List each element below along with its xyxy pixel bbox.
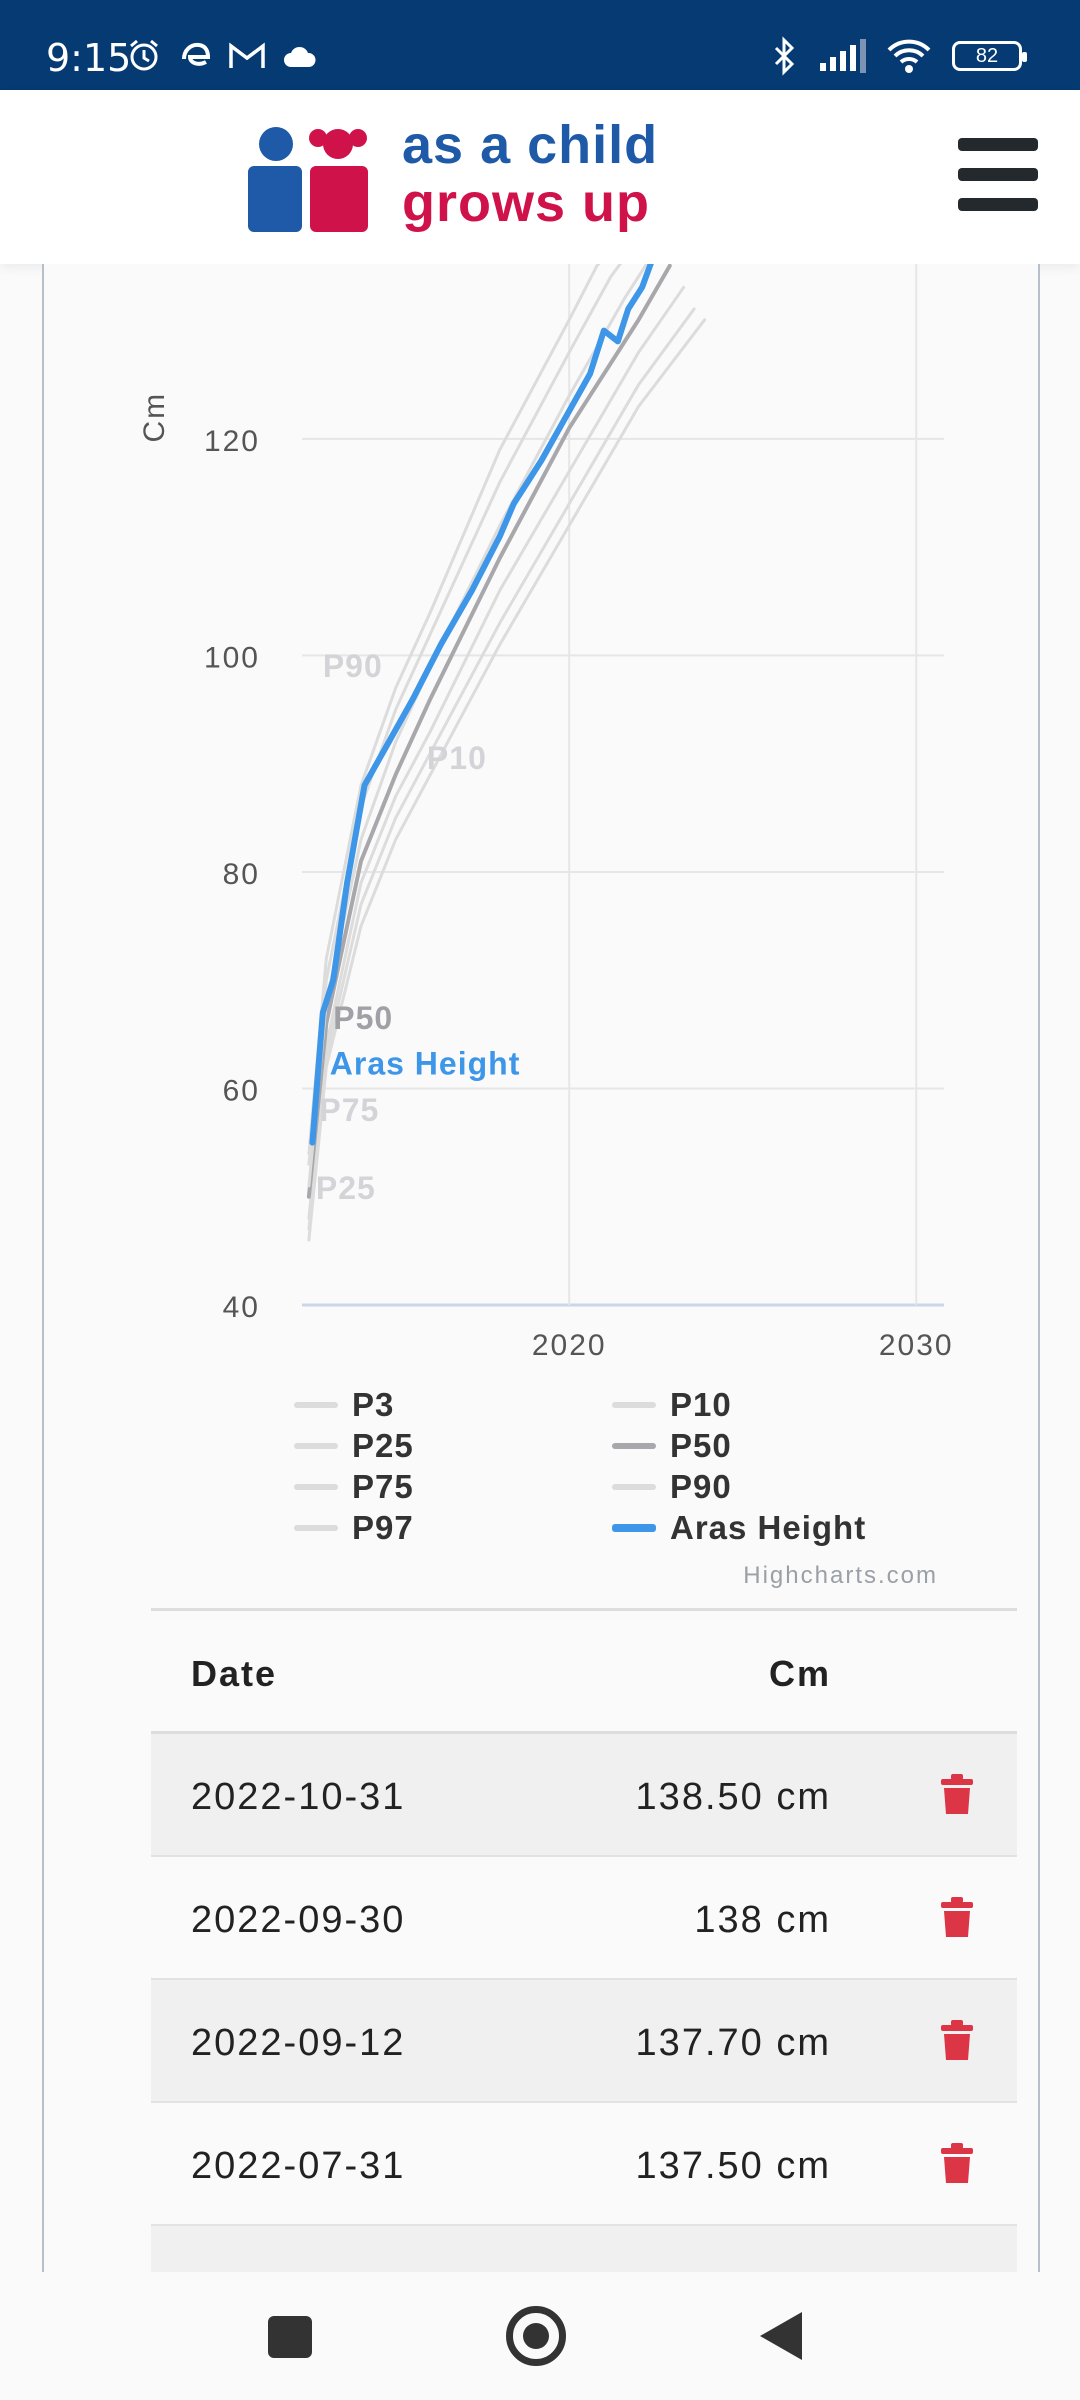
table-row: 2022-09-30 138 cm <box>151 1857 1017 1980</box>
trash-icon[interactable] <box>939 1774 975 1816</box>
y-tick-label: 40 <box>223 1291 260 1324</box>
row-cm: 138 cm <box>694 1899 831 1941</box>
chart-series <box>306 264 707 1242</box>
series-line-p10 <box>307 307 696 1231</box>
row-date: 2022-07-31 <box>191 2145 406 2187</box>
legend-label: P25 <box>352 1427 414 1464</box>
row-date: 2022-10-31 <box>191 1776 406 1818</box>
legend-swatch <box>294 1402 338 1408</box>
trash-icon[interactable] <box>939 2020 975 2062</box>
legend-swatch <box>612 1484 656 1490</box>
chart-line-labels: P90 P10 P50 Aras Height P75 P25 <box>316 648 521 1206</box>
edge-icon <box>182 42 211 66</box>
legend-item[interactable]: Aras Height <box>612 1509 866 1547</box>
trash-icon[interactable] <box>939 2143 975 2185</box>
legend-item[interactable]: P75 <box>294 1468 414 1506</box>
chart-axes: 40 60 80 100 120 2020 2030 Cm <box>138 392 954 1362</box>
legend-swatch <box>294 1443 338 1449</box>
legend-label: P90 <box>670 1468 732 1505</box>
legend-item[interactable]: P3 <box>294 1386 394 1424</box>
line-label-p10: P10 <box>427 740 487 776</box>
y-tick-label: 80 <box>223 858 260 891</box>
recents-icon[interactable] <box>268 2316 312 2358</box>
system-nav-bar <box>0 2272 1080 2400</box>
growth-chart: P90 P10 P50 Aras Height P75 P25 40 60 80 100 120 2… <box>138 264 954 1362</box>
row-date: 2022-09-12 <box>191 2022 406 2064</box>
table-header: Date Cm <box>151 1608 1017 1734</box>
line-label-p75: P75 <box>319 1092 379 1128</box>
legend-label: P75 <box>352 1468 414 1505</box>
row-cm: 138.50 cm <box>635 1776 831 1818</box>
logo-line-1: as a child <box>402 115 659 175</box>
column-header-date: Date <box>191 1653 278 1694</box>
logo-figures[interactable] <box>246 124 370 234</box>
y-tick-label: 120 <box>204 425 260 458</box>
y-axis-label: Cm <box>138 392 171 443</box>
y-tick-label: 100 <box>204 641 260 674</box>
signal-icon <box>820 39 866 73</box>
line-label-p25: P25 <box>316 1170 376 1206</box>
legend-item[interactable]: P50 <box>612 1427 732 1465</box>
table-row: 2022-09-12 137.70 cm <box>151 1980 1017 2103</box>
legend-item[interactable]: P97 <box>294 1509 414 1547</box>
row-cm: 137.50 cm <box>635 2145 831 2187</box>
column-header-cm: Cm <box>768 1653 831 1694</box>
series-line-p90 <box>307 264 623 1166</box>
table-row <box>151 2226 1017 2272</box>
series-line-p50 <box>306 264 672 1199</box>
legend-item[interactable]: P90 <box>612 1468 732 1506</box>
bluetooth-icon <box>774 36 795 76</box>
table-row: 2022-07-31 137.50 cm <box>151 2103 1017 2226</box>
legend-swatch <box>294 1525 338 1531</box>
logo-line-2: grows up <box>402 173 650 233</box>
content-area[interactable]: P90 P10 P50 Aras Height P75 P25 40 60 80 100 120 2… <box>0 264 1080 2272</box>
legend-label: P10 <box>670 1386 732 1423</box>
line-label-aras-height: Aras Height <box>330 1045 521 1081</box>
legend-swatch <box>612 1402 656 1408</box>
series-line-p25 <box>307 285 686 1220</box>
app-header <box>0 90 1080 264</box>
home-icon[interactable] <box>506 2306 566 2366</box>
x-tick-label: 2020 <box>532 1329 607 1362</box>
logo-text[interactable]: as a child grows up <box>402 116 658 232</box>
alarm-icon <box>130 39 158 71</box>
table-row: 2022-10-31 138.50 cm <box>151 1734 1017 1857</box>
line-label-p90: P90 <box>323 648 383 684</box>
status-time: 9:15 <box>46 36 132 80</box>
wifi-icon <box>887 39 931 73</box>
legend-swatch <box>294 1484 338 1490</box>
legend-item[interactable]: P10 <box>612 1386 732 1424</box>
trash-icon[interactable] <box>939 1897 975 1939</box>
row-date: 2022-09-30 <box>191 1899 406 1941</box>
growth-card: P90 P10 P50 Aras Height P75 P25 40 60 80 100 120 2… <box>42 264 1040 2272</box>
gmail-icon <box>229 42 265 68</box>
status-bar: 9:15 82 <box>0 0 1080 90</box>
battery-indicator: 82 <box>952 41 1027 71</box>
legend-label: P97 <box>352 1509 414 1546</box>
legend-item[interactable]: P25 <box>294 1427 414 1465</box>
series-line-p97 <box>307 264 601 1155</box>
cloud-icon <box>284 46 316 67</box>
hamburger-icon[interactable] <box>958 138 1038 212</box>
legend-label: Aras Height <box>670 1509 867 1546</box>
legend-label: P3 <box>352 1386 395 1423</box>
x-tick-label: 2030 <box>879 1329 954 1362</box>
measurements-table: Date Cm 2022-10-31 138.50 cm 2022-09-30 … <box>151 1608 1017 2272</box>
line-label-p50: P50 <box>333 1000 393 1036</box>
legend-label: P50 <box>670 1427 732 1464</box>
row-cm: 137.70 cm <box>635 2022 831 2064</box>
chart-grid <box>302 264 944 1307</box>
series-line-p3 <box>307 318 707 1242</box>
legend-swatch <box>612 1524 656 1532</box>
series-line-aras-height <box>309 264 654 1146</box>
highcharts-credits[interactable]: Highcharts.com <box>743 1562 938 1589</box>
back-icon[interactable] <box>760 2312 802 2360</box>
y-tick-label: 60 <box>223 1074 260 1107</box>
legend-swatch <box>612 1443 656 1449</box>
